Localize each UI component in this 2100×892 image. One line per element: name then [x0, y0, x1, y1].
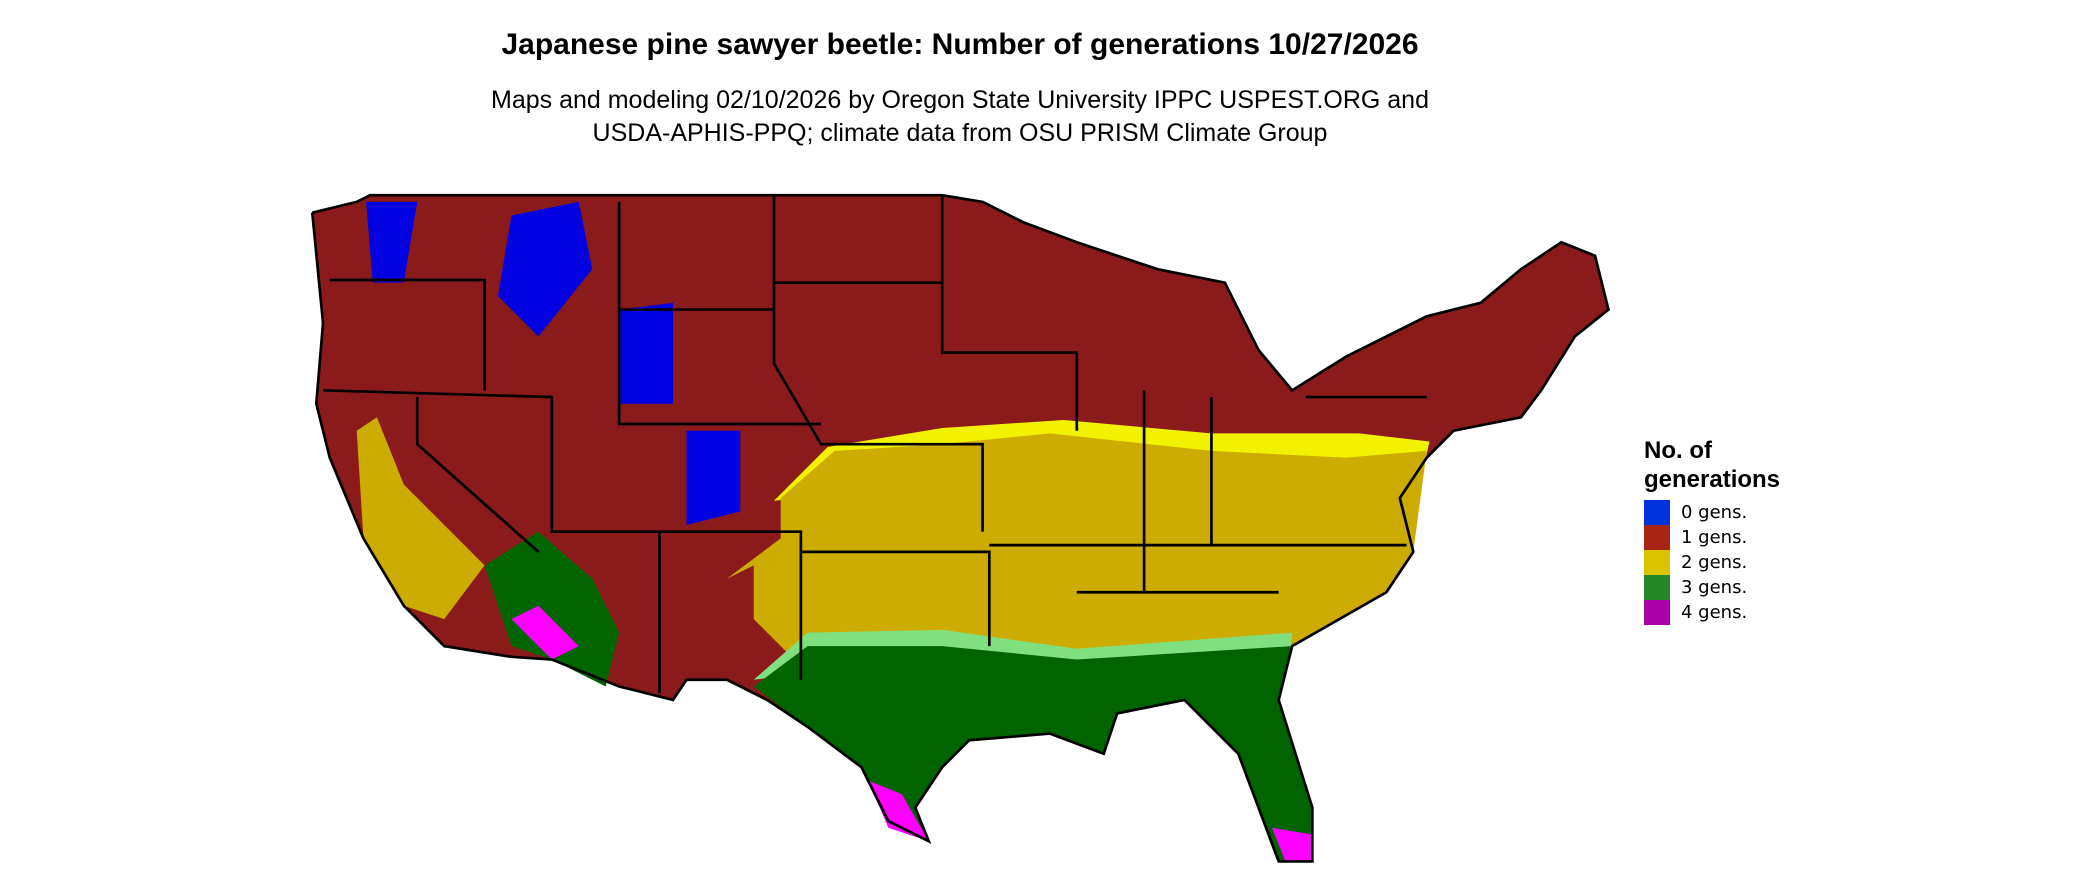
legend-swatch	[1644, 500, 1670, 525]
region-4-gen-florida	[1271, 827, 1313, 862]
state-borders	[310, 193, 1610, 863]
legend-item-3-gens: 3 gens.	[1644, 575, 1780, 600]
region-0-gen-colorado	[686, 430, 741, 525]
legend-label: 2 gens.	[1681, 552, 1748, 573]
legend-swatch	[1644, 575, 1670, 600]
legend-swatch	[1644, 600, 1670, 625]
map-subtitle: Maps and modeling 02/10/2026 by Oregon S…	[0, 84, 1920, 150]
legend-item-1-gens: 1 gens.	[1644, 525, 1780, 550]
legend: No. of generations 0 gens. 1 gens. 2 gen…	[1644, 436, 1780, 625]
legend-title-line-2: generations	[1644, 466, 1781, 493]
region-0-gen-idaho-montana	[498, 201, 593, 337]
map-title: Japanese pine sawyer beetle: Number of g…	[501, 28, 1419, 61]
legend-title: No. of generations	[1644, 436, 1780, 494]
legend-label: 4 gens.	[1681, 602, 1748, 623]
region-0-gen-cascades	[366, 201, 418, 283]
legend-item-2-gens: 2 gens.	[1644, 550, 1780, 575]
legend-swatch	[1644, 525, 1670, 550]
legend-item-0-gens: 0 gens.	[1644, 500, 1780, 525]
region-4-gen-arizona	[511, 605, 579, 660]
subtitle-line-2: USDA-APHIS-PPQ; climate data from OSU PR…	[592, 119, 1328, 147]
legend-label: 1 gens.	[1681, 527, 1748, 548]
subtitle-line-1: Maps and modeling 02/10/2026 by Oregon S…	[491, 86, 1429, 114]
region-2-gen	[726, 433, 1427, 673]
legend-label: 0 gens.	[1681, 502, 1748, 523]
region-3-gen	[753, 646, 1313, 862]
region-3-gen-southwest	[484, 531, 620, 687]
region-2-gen-california	[356, 417, 485, 620]
legend-item-4-gens: 4 gens.	[1644, 600, 1780, 625]
region-0-gen-wyoming	[619, 302, 673, 404]
legend-swatch	[1644, 550, 1670, 575]
legend-title-line-1: No. of	[1644, 437, 1712, 464]
legend-label: 3 gens.	[1681, 577, 1748, 598]
region-4-gen-texas	[868, 780, 929, 842]
